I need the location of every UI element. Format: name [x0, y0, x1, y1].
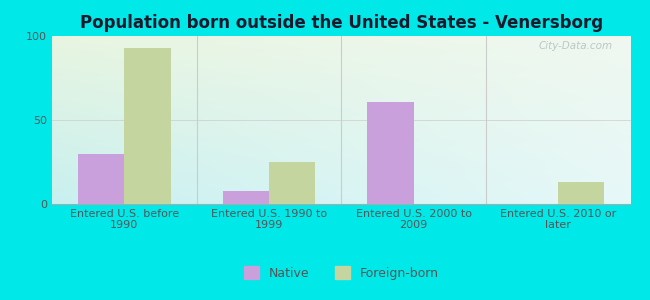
Bar — [124, 48, 170, 204]
Bar — [269, 162, 315, 204]
Legend: Native, Foreign-born: Native, Foreign-born — [239, 262, 443, 285]
Bar — [558, 182, 605, 204]
Title: Population born outside the United States - Venersborg: Population born outside the United State… — [80, 14, 603, 32]
Bar — [78, 154, 124, 204]
Text: City-Data.com: City-Data.com — [539, 41, 613, 51]
Bar — [367, 101, 413, 204]
Bar — [223, 190, 269, 204]
